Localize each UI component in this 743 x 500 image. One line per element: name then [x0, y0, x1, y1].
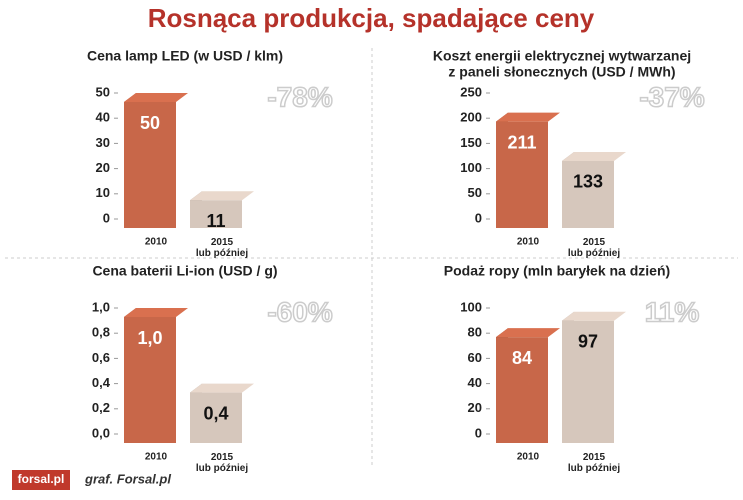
- y-tick-label: 0,8: [92, 325, 110, 340]
- y-tick-label: 50: [96, 84, 110, 99]
- value-label: 1,0: [137, 328, 162, 348]
- main-title: Rosnąca produkcja, spadające ceny: [148, 3, 595, 33]
- bar-top: [562, 311, 626, 321]
- x-tick-label: 2010: [517, 452, 540, 463]
- y-tick-label: 40: [468, 375, 482, 390]
- chart-title: Podaż ropy (mln baryłek na dzień): [444, 263, 670, 279]
- bar-top: [496, 112, 560, 122]
- x-tick-label: 2015 lub później: [196, 452, 248, 474]
- x-tick-label: 2010: [145, 452, 168, 463]
- chart-title: Cena lamp LED (w USD / klm): [87, 48, 283, 64]
- y-tick-label: 0,2: [92, 400, 110, 415]
- y-tick-label: 1,0: [92, 299, 110, 314]
- y-tick-label: 0: [103, 210, 110, 225]
- y-tick-label: 200: [460, 110, 482, 125]
- x-tick-label: 2010: [517, 237, 540, 248]
- bar-top: [124, 93, 188, 102]
- bar: [190, 392, 242, 443]
- annotation: -78%: [267, 81, 332, 112]
- x-tick-label: 2015 lub później: [568, 237, 620, 259]
- bar: [124, 317, 176, 443]
- annotation: -37%: [639, 81, 704, 112]
- y-tick-label: 10: [96, 185, 110, 200]
- y-tick-label: 100: [460, 299, 482, 314]
- y-tick-label: 20: [468, 400, 482, 415]
- bar: [124, 102, 176, 228]
- value-label: 0,4: [203, 403, 228, 423]
- value-label: 211: [507, 132, 536, 152]
- x-tick-label: 2015 lub później: [568, 452, 620, 474]
- bar-top: [190, 191, 254, 201]
- y-tick-label: 0: [475, 425, 482, 440]
- y-tick-label: 20: [96, 160, 110, 175]
- y-tick-label: 30: [96, 135, 110, 150]
- value-label: 97: [578, 332, 598, 352]
- x-tick-label: 2010: [145, 237, 168, 248]
- annotation: 11%: [645, 296, 700, 327]
- bar: [562, 320, 614, 443]
- y-tick-label: 0: [475, 210, 482, 225]
- bar: [190, 200, 242, 228]
- annotation: -60%: [267, 296, 332, 327]
- y-tick-label: 250: [460, 84, 482, 99]
- bar-top: [124, 308, 188, 317]
- value-label: 11: [206, 211, 225, 231]
- source: graf. Forsal.pl: [84, 471, 171, 486]
- bar: [496, 337, 548, 443]
- chart-title: Cena baterii Li-ion (USD / g): [92, 263, 277, 279]
- value-label: 50: [140, 113, 160, 133]
- y-tick-label: 50: [468, 185, 482, 200]
- bar: [496, 121, 548, 228]
- y-tick-label: 60: [468, 350, 482, 365]
- y-tick-label: 80: [468, 325, 482, 340]
- y-tick-label: 0,6: [92, 350, 110, 365]
- y-tick-label: 40: [96, 110, 110, 125]
- bar-top: [190, 383, 254, 393]
- y-tick-label: 150: [460, 135, 482, 150]
- y-tick-label: 0,0: [92, 425, 110, 440]
- chart-title: Koszt energii elektrycznej wytwarzanej: [433, 48, 691, 64]
- logo-box: [12, 470, 70, 490]
- chart-title: z paneli słonecznych (USD / MWh): [448, 64, 675, 80]
- y-tick-label: 0,4: [92, 375, 111, 390]
- bar-top: [562, 151, 626, 161]
- bar: [562, 160, 614, 228]
- value-label: 133: [573, 172, 603, 192]
- x-tick-label: 2015 lub później: [196, 237, 248, 259]
- logo: forsal.pl: [18, 472, 65, 486]
- y-tick-label: 100: [460, 160, 482, 175]
- value-label: 84: [512, 348, 532, 368]
- bar-top: [496, 328, 560, 338]
